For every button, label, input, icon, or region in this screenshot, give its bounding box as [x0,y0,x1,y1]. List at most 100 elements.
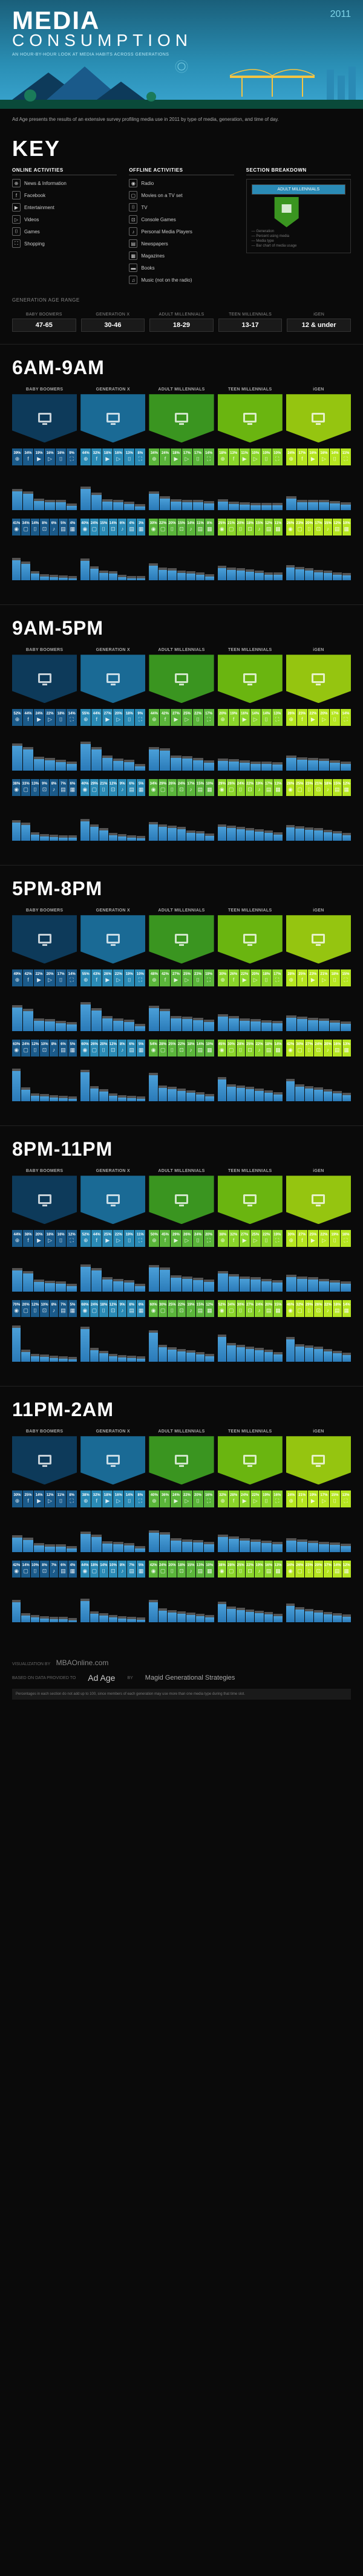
usage-bar [68,1099,77,1101]
media-pct-cell: 28% ⌷ [237,1040,245,1057]
key-item: ⌷ Games [12,227,117,236]
usage-bar [297,760,307,771]
media-pct-cell: 11% ⛶ [135,1230,145,1247]
media-pct-cell: 25% ▷ [250,1230,261,1247]
gen-bars-cell [286,1255,351,1292]
online-bars-row [12,1516,351,1552]
time-slot-title: 9AM-5PM [12,617,351,639]
usage-bar [240,1279,250,1292]
time-slot: 6AM-9AM BABY BOOMERS GENERATION X ADU [0,344,363,604]
tv-movies-icon: ▢ [227,1307,235,1315]
media-pct-cell: 27% ⌷ [305,1040,313,1057]
usage-bar [218,502,228,510]
tv-movies-icon: ▢ [296,1568,303,1575]
usage-bar [261,1543,272,1552]
media-pct-cell: 38% f [23,1230,33,1247]
shopping-icon: ⛶ [273,1237,281,1244]
pct-value: 18% [91,1564,98,1567]
credit-magid: Magid Generational Strategies [145,1674,235,1681]
usage-bar [102,1018,113,1031]
media-pct-cell: 11% ▤ [196,519,204,536]
pct-value: 30% [219,972,226,976]
usage-bar [21,1616,30,1622]
pct-value: 30% [287,1233,295,1237]
pct-value: 8% [42,1564,47,1567]
games-icon: ⌷ [57,977,65,984]
gen-media-cell: 42% ◉ 24% ▢ 20% ⌷ 18% ⊡ 15% ♪ 13% ▤ 10% … [149,1561,214,1580]
tv-movies-icon: ▢ [91,1307,98,1315]
pct-value: 42% [162,972,169,976]
media-pct-cell: 30% ⊕ [218,969,228,986]
media-pct-cell: 14% ▢ [21,1561,30,1578]
media-pct-cell: 23% f [297,709,307,726]
pct-value: 7% [129,1564,134,1567]
facebook-icon: f [298,716,306,723]
usage-bar [34,1021,44,1032]
offline-media-row: 41% ◉ 34% ▢ 14% ⌷ 8% ⊡ 6% ♪ 5% ▤ 4% ▦ 4 [12,519,351,538]
pct-value: 28% [159,1043,166,1046]
shopping-icon: ⛶ [205,1237,212,1244]
pct-value: 41% [13,522,20,525]
pct-value: 27% [172,972,180,976]
gen-media-cell: 49% ⊕ 42% f 22% ▶ 20% ▷ 17% ⌷ 14% ⛶ [12,969,77,989]
usage-bar [59,838,67,841]
gen-cell-name: ADULT MILLENNIALS [149,648,214,652]
gen-media-cell: 32% ⊕ 28% f 24% ▶ 22% ▷ 19% ⌷ 16% ⛶ [218,1490,283,1510]
usage-bar [342,575,351,580]
usage-bar [295,829,304,841]
entertainment-icon: ▶ [241,977,248,984]
media-pct-cell: 17% ♪ [324,1561,332,1578]
gen-shield [149,915,214,963]
gen-media-cell: 55% ⊕ 44% f 27% ▶ 20% ▷ 18% ⌷ 9% ⛶ [80,709,145,728]
magazines-icon: ▦ [343,786,350,794]
pmp-icon: ♪ [324,786,332,794]
gen-cell: GENERATION X [80,908,145,963]
media-pct-cell: 32% ⊕ [218,1490,228,1507]
usage-bar [160,751,170,771]
usage-bar [59,1098,67,1101]
usage-bar [286,1606,295,1622]
pct-value: 24% [91,522,98,525]
usage-bar [193,1020,203,1031]
media-pct-cell: 26% f [229,969,239,986]
videos-icon: ▷ [115,1498,122,1505]
usage-bar [56,1547,66,1552]
radio-icon: ◉ [150,1047,157,1054]
gen-shield [80,394,145,442]
usage-bar [12,1270,22,1292]
newspapers-icon: ▤ [333,1047,341,1054]
pct-value: 17% [324,1564,332,1567]
radio-icon: ◉ [150,786,157,794]
pmp-icon: ♪ [119,1047,126,1054]
pct-value: 18% [104,451,111,455]
media-pct-cell: 22% ⊡ [246,779,254,796]
news-icon: ⊕ [151,456,158,463]
gen-cell: TEEN MILLENNIALS [218,1169,283,1224]
news-icon: ⊕ [14,716,21,723]
tv-icon: ⌷ [169,786,176,794]
pct-value: 4% [70,1564,76,1567]
news-icon: ⊕ [287,977,295,984]
pct-value: 10% [41,1043,48,1046]
pct-value: 20% [237,522,244,525]
gen-cell: ADULT MILLENNIALS [149,648,214,703]
pct-value: 23% [309,972,316,976]
media-pct-cell: 14% ▶ [34,1490,44,1507]
usage-bar [218,827,226,841]
media-pct-cell: 5% ▤ [59,519,67,536]
pmp-icon: ♪ [119,786,126,794]
usage-bar [193,1280,203,1292]
gen-range: TEEN MILLENNIALS 13-17 [218,312,283,332]
media-pct-cell: 20% ▷ [45,969,55,986]
news-icon: ⊕ [82,1498,90,1505]
pct-value: 20% [265,1303,272,1307]
pct-value: 12% [206,1303,213,1307]
media-pct-cell: 5% ▦ [68,1040,77,1057]
media-pct-cell: 68% ◉ [80,1300,89,1317]
media-pct-cell: 22% ▢ [159,519,167,536]
dominant-media-icon [104,1191,122,1209]
gen-cell-name: BABY BOOMERS [12,908,77,913]
pct-value: 24% [91,1303,98,1307]
usage-bar [149,1533,159,1552]
facebook-icon: f [25,716,32,723]
